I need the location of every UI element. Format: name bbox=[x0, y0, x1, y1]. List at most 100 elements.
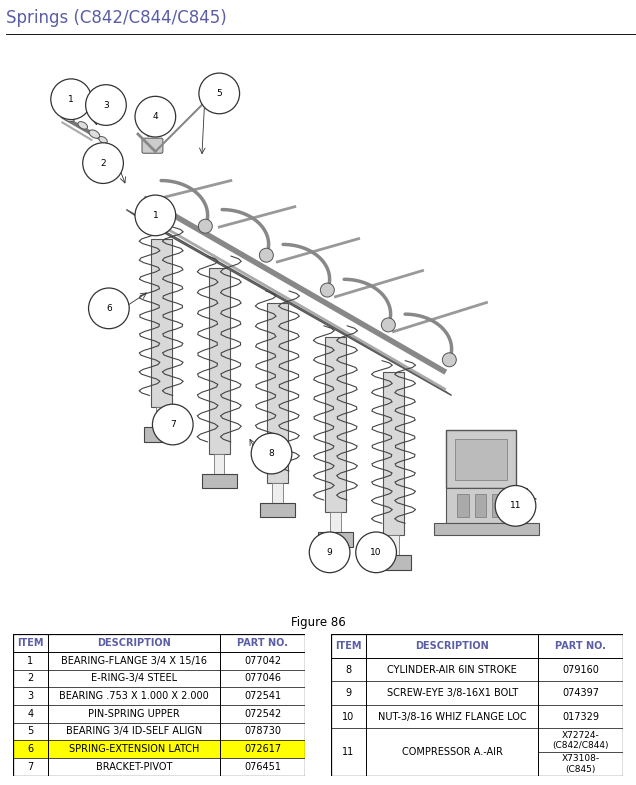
Text: 1: 1 bbox=[27, 655, 33, 666]
Polygon shape bbox=[209, 268, 230, 454]
Text: 3: 3 bbox=[103, 100, 109, 110]
Text: BRACKET-PIVOT: BRACKET-PIVOT bbox=[96, 761, 172, 772]
Circle shape bbox=[382, 318, 396, 332]
Circle shape bbox=[199, 73, 240, 114]
Circle shape bbox=[198, 219, 212, 233]
Bar bbox=[144, 427, 179, 442]
Bar bbox=[331, 634, 623, 658]
Text: 072542: 072542 bbox=[244, 709, 282, 719]
Ellipse shape bbox=[99, 137, 107, 143]
Circle shape bbox=[259, 248, 273, 262]
Bar bbox=[13, 652, 305, 670]
FancyBboxPatch shape bbox=[446, 430, 516, 488]
Bar bbox=[13, 758, 305, 776]
Text: CYLINDER-AIR 6IN STROKE: CYLINDER-AIR 6IN STROKE bbox=[387, 665, 517, 674]
Text: 11: 11 bbox=[510, 502, 522, 510]
Circle shape bbox=[83, 143, 123, 184]
Text: 6: 6 bbox=[106, 304, 112, 313]
Text: 11: 11 bbox=[342, 747, 354, 757]
Text: 7: 7 bbox=[170, 420, 176, 429]
Text: SCREW-EYE 3/8-16X1 BOLT: SCREW-EYE 3/8-16X1 BOLT bbox=[387, 688, 518, 698]
Bar bbox=[260, 503, 294, 517]
Bar bbox=[13, 740, 305, 758]
Text: 4: 4 bbox=[27, 709, 33, 719]
Circle shape bbox=[135, 195, 176, 236]
Bar bbox=[13, 722, 305, 740]
Bar bbox=[509, 495, 522, 517]
Text: 1: 1 bbox=[153, 211, 158, 220]
Bar bbox=[13, 634, 305, 652]
Bar bbox=[331, 681, 623, 705]
Text: 2: 2 bbox=[100, 159, 106, 168]
Text: X72724-
(C842/C844): X72724- (C842/C844) bbox=[553, 731, 609, 750]
Text: 077042: 077042 bbox=[244, 655, 281, 666]
FancyBboxPatch shape bbox=[142, 138, 163, 153]
Circle shape bbox=[495, 485, 536, 526]
Circle shape bbox=[321, 283, 335, 297]
Bar bbox=[202, 474, 237, 488]
Text: 079160: 079160 bbox=[562, 665, 599, 674]
Text: DESCRIPTION: DESCRIPTION bbox=[415, 641, 489, 651]
Ellipse shape bbox=[78, 122, 88, 130]
Text: 1: 1 bbox=[68, 95, 74, 104]
Text: 072617: 072617 bbox=[244, 744, 281, 754]
Polygon shape bbox=[330, 512, 341, 535]
Circle shape bbox=[251, 433, 292, 474]
Bar bbox=[331, 728, 623, 776]
Text: 3: 3 bbox=[27, 691, 33, 701]
Text: 6: 6 bbox=[27, 744, 33, 754]
Text: BEARING .753 X 1.000 X 2.000: BEARING .753 X 1.000 X 2.000 bbox=[59, 691, 209, 701]
Text: Springs (C842/C844/C845): Springs (C842/C844/C845) bbox=[6, 9, 227, 27]
Text: 074397: 074397 bbox=[562, 688, 599, 698]
Text: BEARING 3/4 ID-SELF ALIGN: BEARING 3/4 ID-SELF ALIGN bbox=[66, 726, 202, 736]
Text: 017329: 017329 bbox=[562, 712, 599, 721]
Circle shape bbox=[153, 404, 193, 445]
Circle shape bbox=[135, 97, 176, 137]
Text: E-RING-3/4 STEEL: E-RING-3/4 STEEL bbox=[91, 674, 177, 684]
Ellipse shape bbox=[89, 130, 100, 138]
Text: 072541: 072541 bbox=[244, 691, 281, 701]
FancyBboxPatch shape bbox=[455, 439, 507, 480]
FancyBboxPatch shape bbox=[446, 488, 527, 524]
Text: PART NO.: PART NO. bbox=[555, 641, 606, 651]
Bar bbox=[457, 495, 469, 517]
Text: DESCRIPTION: DESCRIPTION bbox=[97, 638, 171, 648]
Circle shape bbox=[356, 532, 396, 573]
Polygon shape bbox=[389, 535, 399, 558]
Bar bbox=[13, 705, 305, 722]
Text: 2: 2 bbox=[27, 674, 34, 684]
Polygon shape bbox=[214, 454, 225, 476]
Circle shape bbox=[309, 532, 350, 573]
Text: NUT-3/8-16 WHIZ FLANGE LOC: NUT-3/8-16 WHIZ FLANGE LOC bbox=[378, 712, 527, 721]
Polygon shape bbox=[325, 338, 346, 512]
Text: ITEM: ITEM bbox=[17, 638, 43, 648]
Text: SPRING-EXTENSION LATCH: SPRING-EXTENSION LATCH bbox=[69, 744, 199, 754]
Text: 9: 9 bbox=[345, 688, 351, 698]
Text: 076451: 076451 bbox=[244, 761, 281, 772]
Bar bbox=[13, 670, 305, 688]
Bar bbox=[376, 555, 411, 570]
Circle shape bbox=[443, 352, 456, 367]
Bar bbox=[492, 495, 504, 517]
Polygon shape bbox=[151, 239, 172, 407]
Polygon shape bbox=[156, 407, 167, 430]
Circle shape bbox=[51, 79, 92, 119]
Text: 8: 8 bbox=[345, 665, 351, 674]
Text: 9: 9 bbox=[327, 548, 333, 557]
Circle shape bbox=[86, 85, 127, 126]
Bar bbox=[318, 532, 353, 546]
Text: ITEM: ITEM bbox=[335, 641, 361, 651]
Bar bbox=[475, 495, 487, 517]
Text: 078730: 078730 bbox=[244, 726, 281, 736]
Bar bbox=[331, 658, 623, 681]
Text: 10: 10 bbox=[342, 712, 354, 721]
Text: 5: 5 bbox=[27, 726, 34, 736]
Text: 5: 5 bbox=[216, 89, 222, 98]
Polygon shape bbox=[127, 210, 452, 396]
Circle shape bbox=[88, 288, 129, 329]
Bar bbox=[331, 705, 623, 728]
Text: PART NO.: PART NO. bbox=[237, 638, 288, 648]
Text: Figure 86: Figure 86 bbox=[291, 616, 345, 629]
Polygon shape bbox=[267, 302, 288, 483]
Bar bbox=[13, 688, 305, 705]
